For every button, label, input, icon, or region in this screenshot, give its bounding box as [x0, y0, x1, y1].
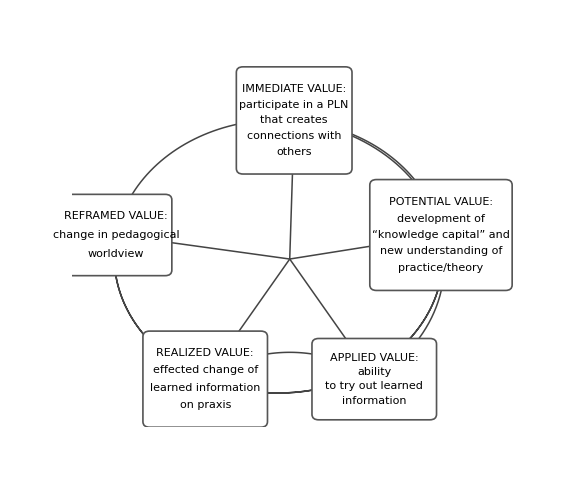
Text: participate in a PLN: participate in a PLN [239, 100, 349, 109]
Text: connections with: connections with [247, 131, 342, 141]
Text: “knowledge capital” and: “knowledge capital” and [372, 230, 510, 240]
Text: others: others [277, 147, 312, 157]
Text: new understanding of: new understanding of [380, 246, 502, 256]
Text: change in pedagogical: change in pedagogical [53, 230, 180, 240]
Text: information: information [342, 396, 406, 406]
FancyBboxPatch shape [370, 180, 512, 290]
Text: development of: development of [397, 214, 485, 224]
Text: REFRAMED VALUE:: REFRAMED VALUE: [64, 211, 168, 221]
FancyBboxPatch shape [236, 67, 352, 174]
Text: POTENTIAL VALUE:: POTENTIAL VALUE: [389, 197, 493, 207]
Text: REALIZED VALUE:: REALIZED VALUE: [157, 348, 254, 358]
Text: practice/theory: practice/theory [398, 263, 484, 273]
Text: effected change of: effected change of [153, 365, 258, 375]
Text: to try out learned: to try out learned [325, 381, 423, 391]
FancyBboxPatch shape [143, 331, 267, 427]
FancyBboxPatch shape [312, 338, 437, 420]
Text: ability: ability [357, 367, 391, 377]
Text: on praxis: on praxis [180, 400, 231, 410]
Text: learned information: learned information [150, 383, 261, 393]
FancyBboxPatch shape [61, 194, 172, 276]
Text: that creates: that creates [261, 115, 328, 125]
Text: worldview: worldview [88, 249, 145, 259]
Text: IMMEDIATE VALUE:: IMMEDIATE VALUE: [242, 84, 346, 94]
Text: APPLIED VALUE:: APPLIED VALUE: [330, 352, 418, 362]
